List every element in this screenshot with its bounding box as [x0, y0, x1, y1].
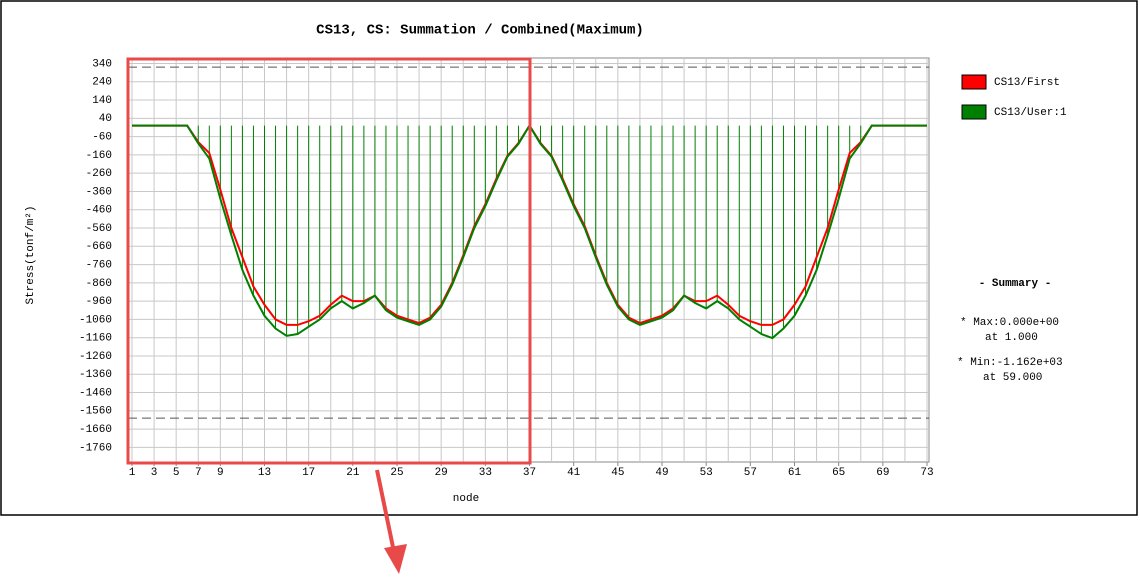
x-tick-label: 25: [390, 467, 403, 479]
y-tick-label: -1660: [79, 424, 112, 436]
legend-swatch: [961, 74, 987, 90]
summary-min: * Min:-1.162e+03: [957, 357, 1063, 369]
x-tick-label: 5: [173, 467, 180, 479]
arrow-shaft: [375, 469, 396, 553]
highlight-box: [126, 57, 532, 465]
x-tick-label: 61: [788, 467, 802, 479]
x-tick-label: 49: [655, 467, 668, 479]
y-tick-label: -560: [86, 223, 112, 235]
summary-max: * Max:0.000e+00: [960, 317, 1059, 329]
x-tick-label: 33: [479, 467, 492, 479]
y-tick-label: -860: [86, 278, 112, 290]
y-tick-label: 40: [99, 113, 112, 125]
y-tick-label: -160: [86, 150, 112, 162]
y-tick-label: -760: [86, 259, 112, 271]
arrow-head: [384, 544, 407, 574]
y-tick-label: -1260: [79, 351, 112, 363]
y-tick-label: -60: [92, 132, 112, 144]
x-tick-label: 53: [700, 467, 713, 479]
y-tick-label: -360: [86, 186, 112, 198]
x-tick-label: 7: [195, 467, 202, 479]
y-tick-label: -1360: [79, 369, 112, 381]
y-tick-label: -1160: [79, 333, 112, 345]
x-tick-label: 41: [567, 467, 581, 479]
y-tick-label: -660: [86, 241, 112, 253]
legend-label: CS13/First: [994, 77, 1060, 89]
y-tick-label: -1560: [79, 406, 112, 418]
x-tick-label: 37: [523, 467, 536, 479]
summary-min-at: at 59.000: [983, 372, 1042, 384]
x-tick-label: 9: [217, 467, 224, 479]
y-tick-label: 140: [92, 95, 112, 107]
y-tick-label: -460: [86, 205, 112, 217]
x-tick-label: 29: [435, 467, 448, 479]
y-tick-label: 240: [92, 77, 112, 89]
y-tick-label: -1460: [79, 387, 112, 399]
x-tick-label: 73: [920, 467, 933, 479]
y-axis-label: Stress(tonf/m²): [25, 205, 37, 304]
y-tick-label: 340: [92, 58, 112, 70]
x-tick-label: 21: [346, 467, 360, 479]
x-tick-label: 1: [129, 467, 136, 479]
y-tick-label: -1060: [79, 314, 112, 326]
x-tick-label: 65: [832, 467, 845, 479]
summary-title: - Summary -: [979, 278, 1052, 290]
x-tick-label: 45: [611, 467, 624, 479]
x-tick-label: 13: [258, 467, 271, 479]
x-tick-label: 57: [744, 467, 757, 479]
x-tick-label: 17: [302, 467, 315, 479]
x-tick-label: 3: [151, 467, 158, 479]
x-axis-label: node: [453, 493, 479, 505]
y-tick-label: -260: [86, 168, 112, 180]
x-tick-label: 69: [876, 467, 889, 479]
chart-title: CS13, CS: Summation / Combined(Maximum): [316, 23, 644, 39]
summary-max-at: at 1.000: [985, 332, 1038, 344]
y-tick-label: -960: [86, 296, 112, 308]
y-tick-label: -1760: [79, 442, 112, 454]
legend-swatch: [961, 104, 987, 120]
legend-label: CS13/User:1: [994, 107, 1067, 119]
